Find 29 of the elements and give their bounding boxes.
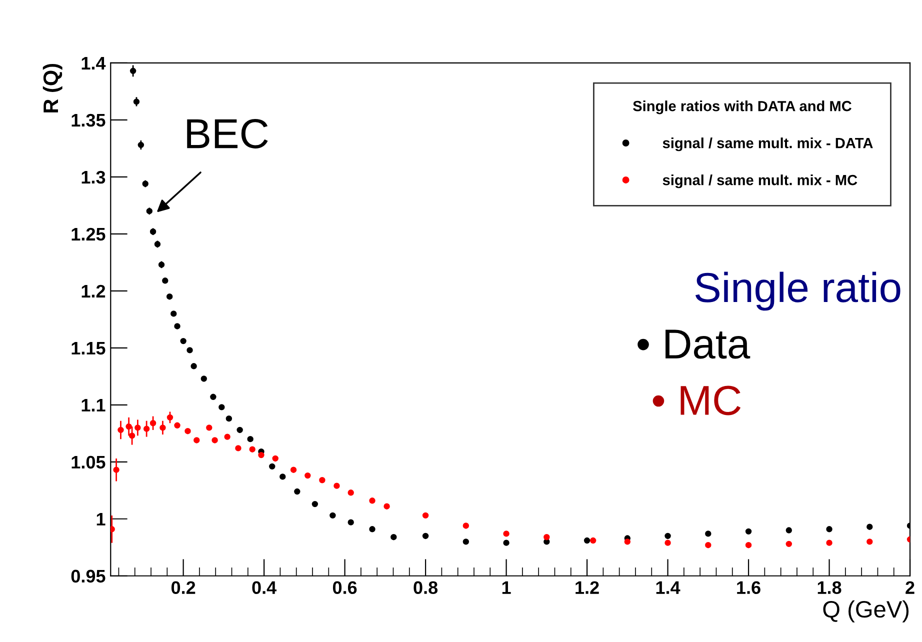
legend-label: signal / same mult. mix - DATA bbox=[662, 138, 873, 152]
y-tick-label: 1.3 bbox=[82, 170, 106, 184]
legend-label: signal / same mult. mix - MC bbox=[662, 174, 858, 188]
annotation: Single ratio bbox=[695, 272, 900, 311]
y-axis-title: R (Q) bbox=[42, 64, 62, 112]
y-tick-label: 1.4 bbox=[82, 57, 106, 70]
x-tick-label: 1.8 bbox=[818, 581, 842, 594]
x-tick-label: 1.6 bbox=[737, 581, 760, 594]
y-tick-label: 1.35 bbox=[72, 114, 106, 127]
x-tick-label: 1.4 bbox=[656, 581, 680, 594]
x-tick-label: 0.4 bbox=[252, 581, 277, 594]
x-tick-label: 0.2 bbox=[171, 581, 196, 594]
x-tick-label: 0.6 bbox=[332, 581, 357, 594]
y-tick-label: 0.95 bbox=[71, 570, 106, 583]
legend-title: Single ratios with DATA and MC bbox=[633, 100, 852, 114]
annotation: BEC bbox=[187, 118, 268, 148]
y-tick-label: 1.25 bbox=[72, 228, 106, 241]
x-tick-label: 1 bbox=[502, 581, 511, 594]
x-tick-label: 0.8 bbox=[414, 581, 438, 594]
annotation: • Data bbox=[638, 330, 750, 359]
y-tick-label: 1.05 bbox=[72, 456, 106, 469]
y-tick-label: 1 bbox=[96, 513, 106, 526]
x-tick-label: 1.2 bbox=[576, 581, 599, 594]
x-axis-title: Q (GeV) bbox=[823, 600, 909, 622]
annotation: • MC bbox=[652, 386, 741, 416]
y-tick-label: 1.15 bbox=[72, 342, 106, 355]
y-tick-label: 1.1 bbox=[82, 399, 106, 412]
y-tick-label: 1.2 bbox=[82, 284, 106, 298]
x-tick-label: 2 bbox=[906, 581, 914, 594]
